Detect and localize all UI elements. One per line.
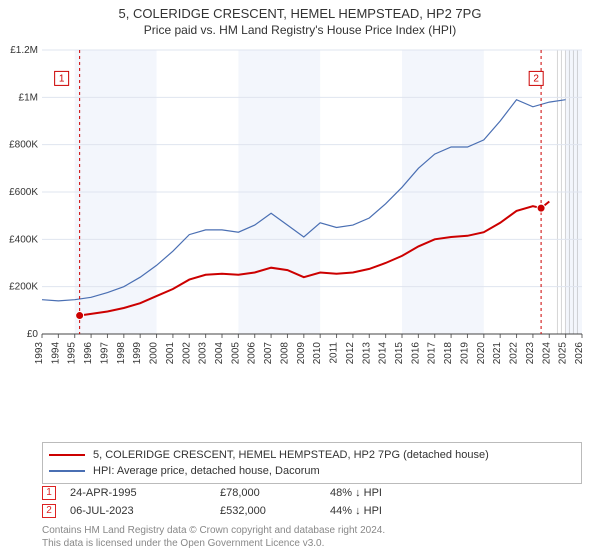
legend-label: HPI: Average price, detached house, Daco… [93, 465, 320, 477]
svg-text:£600K: £600K [9, 187, 38, 198]
legend-swatch [49, 454, 85, 456]
svg-text:2006: 2006 [247, 342, 258, 365]
svg-text:1998: 1998 [116, 342, 127, 365]
legend-row: 5, COLERIDGE CRESCENT, HEMEL HEMPSTEAD, … [49, 447, 575, 463]
svg-text:2: 2 [533, 73, 539, 84]
svg-text:2025: 2025 [558, 342, 569, 365]
svg-text:£800K: £800K [9, 140, 38, 151]
svg-text:1: 1 [59, 73, 65, 84]
chart-title: 5, COLERIDGE CRESCENT, HEMEL HEMPSTEAD, … [0, 6, 600, 21]
legend-label: 5, COLERIDGE CRESCENT, HEMEL HEMPSTEAD, … [93, 449, 489, 461]
point-date: 06-JUL-2023 [70, 505, 220, 517]
svg-text:£200K: £200K [9, 282, 38, 293]
svg-text:2010: 2010 [312, 342, 323, 365]
svg-text:2012: 2012 [345, 342, 356, 365]
legend-swatch [49, 470, 85, 472]
svg-text:2011: 2011 [329, 342, 340, 364]
footer-line: This data is licensed under the Open Gov… [42, 537, 582, 550]
svg-text:£400K: £400K [9, 234, 38, 245]
svg-text:2003: 2003 [198, 342, 209, 365]
svg-text:1994: 1994 [50, 342, 61, 365]
svg-text:£1.2M: £1.2M [10, 45, 38, 56]
svg-text:2009: 2009 [296, 342, 307, 365]
svg-text:2001: 2001 [165, 342, 176, 365]
svg-text:2026: 2026 [574, 342, 585, 365]
point-price: £532,000 [220, 505, 330, 517]
svg-text:2021: 2021 [492, 342, 503, 365]
point-price: £78,000 [220, 487, 330, 499]
sale-point-row: 1 24-APR-1995£78,00048% ↓ HPI [42, 484, 582, 502]
svg-text:1993: 1993 [34, 342, 45, 365]
svg-text:1999: 1999 [132, 342, 143, 365]
svg-text:2024: 2024 [541, 342, 552, 365]
svg-text:2020: 2020 [476, 342, 487, 365]
svg-text:2005: 2005 [230, 342, 241, 365]
svg-text:2022: 2022 [509, 342, 520, 365]
svg-text:2013: 2013 [361, 342, 372, 365]
svg-text:£1M: £1M [19, 92, 38, 103]
point-date: 24-APR-1995 [70, 487, 220, 499]
svg-text:1997: 1997 [99, 342, 110, 365]
point-pct: 44% ↓ HPI [330, 505, 440, 517]
svg-text:2008: 2008 [279, 342, 290, 365]
point-pct: 48% ↓ HPI [330, 487, 440, 499]
svg-text:2007: 2007 [263, 342, 274, 365]
svg-text:2019: 2019 [459, 342, 470, 365]
svg-text:2023: 2023 [525, 342, 536, 365]
svg-text:2017: 2017 [427, 342, 438, 365]
svg-text:1996: 1996 [83, 342, 94, 365]
svg-text:£0: £0 [27, 329, 39, 340]
sale-points-table: 1 24-APR-1995£78,00048% ↓ HPI 2 06-JUL-2023… [42, 484, 582, 520]
svg-text:2004: 2004 [214, 342, 225, 365]
footer-attribution: Contains HM Land Registry data © Crown c… [42, 524, 582, 550]
point-number-icon: 1 [42, 486, 56, 500]
svg-text:2016: 2016 [410, 342, 421, 365]
footer-line: Contains HM Land Registry data © Crown c… [42, 524, 582, 537]
svg-text:2015: 2015 [394, 342, 405, 365]
svg-text:2002: 2002 [181, 342, 192, 365]
legend-row: HPI: Average price, detached house, Daco… [49, 463, 575, 479]
chart-subtitle: Price paid vs. HM Land Registry's House … [0, 23, 600, 37]
svg-text:2000: 2000 [149, 342, 160, 365]
sale-point-row: 2 06-JUL-2023£532,00044% ↓ HPI [42, 502, 582, 520]
svg-text:2014: 2014 [378, 342, 389, 365]
svg-text:2018: 2018 [443, 342, 454, 365]
point-number-icon: 2 [42, 504, 56, 518]
chart: £0£200K£400K£600K£800K£1M£1.2M1993199419… [42, 42, 582, 394]
legend: 5, COLERIDGE CRESCENT, HEMEL HEMPSTEAD, … [42, 442, 582, 484]
svg-text:1995: 1995 [67, 342, 78, 365]
chart-svg: £0£200K£400K£600K£800K£1M£1.2M1993199419… [42, 42, 582, 394]
